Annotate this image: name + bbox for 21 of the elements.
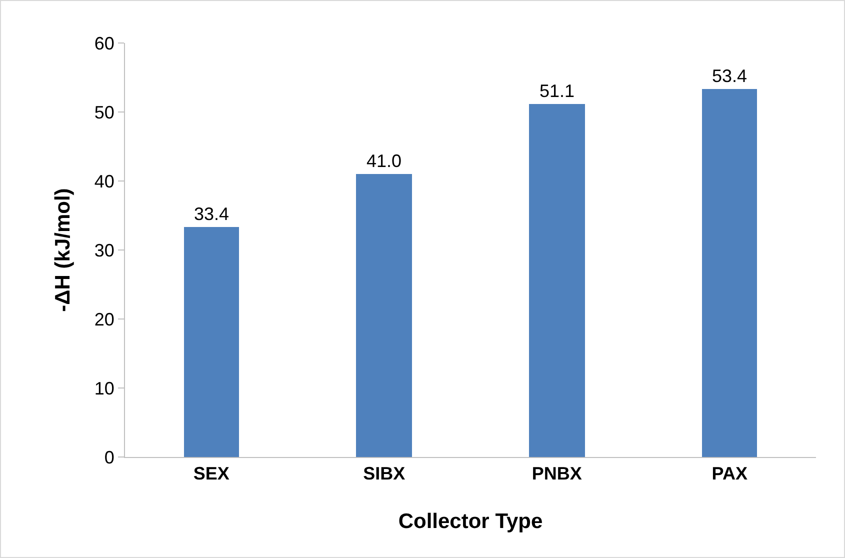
- bar: [529, 104, 585, 457]
- data-label: 33.4: [194, 204, 230, 224]
- y-axis-title: -ΔH (kJ/mol): [52, 188, 75, 312]
- x-tick-label: SEX: [193, 464, 230, 484]
- y-tick-label: 20: [94, 309, 114, 330]
- bar: [356, 174, 412, 457]
- x-axis-title: Collector Type: [398, 510, 543, 533]
- data-label: 51.1: [539, 81, 575, 101]
- y-tick-label: 30: [94, 240, 114, 260]
- bar: [184, 227, 239, 457]
- y-tick-label: 50: [94, 102, 114, 122]
- x-tick-label: SIBX: [363, 464, 406, 484]
- y-tick-label: 0: [104, 447, 114, 468]
- y-tick-label: 40: [94, 171, 114, 192]
- x-tick-label: PAX: [712, 464, 748, 484]
- data-label: 53.4: [712, 66, 748, 86]
- y-tick-label: 60: [94, 33, 114, 54]
- bar: [702, 89, 757, 457]
- y-tick-label: 10: [94, 378, 114, 398]
- data-label: 41.0: [366, 151, 402, 171]
- x-tick-label: PNBX: [532, 464, 582, 484]
